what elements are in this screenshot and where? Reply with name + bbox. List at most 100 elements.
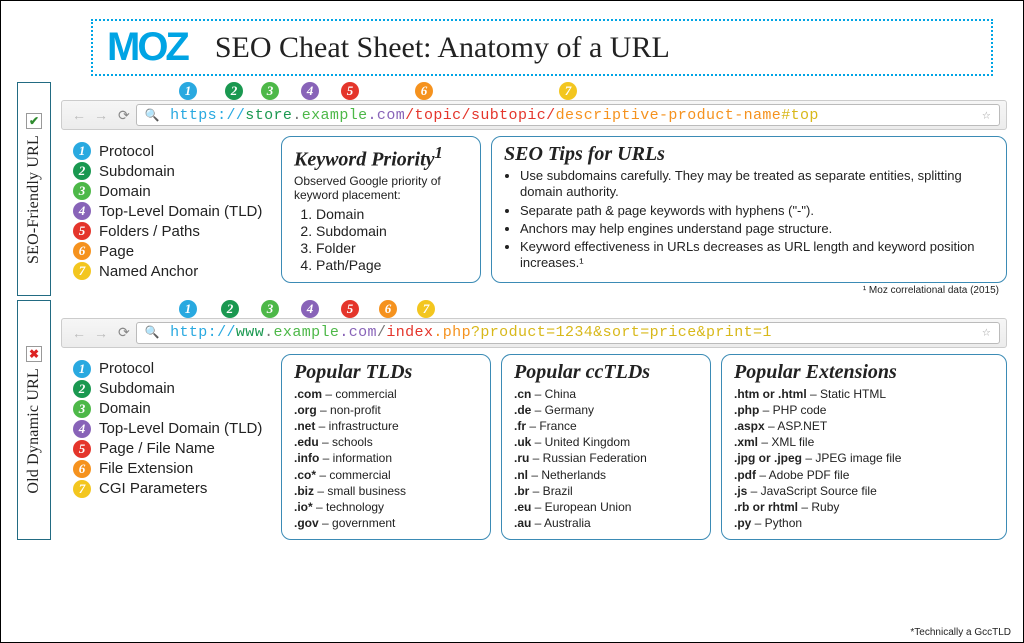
legend-item: 4 Top-Level Domain (TLD): [73, 202, 271, 220]
star-icon: ☆: [982, 324, 991, 341]
def-item: .uk – United Kingdom: [514, 434, 698, 450]
legend-item: 1 Protocol: [73, 360, 271, 378]
def-item: .py – Python: [734, 515, 994, 531]
def-item: .io* – technology: [294, 499, 478, 515]
legend-badge-3: 3: [73, 400, 91, 418]
legend-badge-6: 6: [73, 460, 91, 478]
legend-label: Protocol: [99, 360, 154, 377]
legend-badge-5: 5: [73, 440, 91, 458]
moz-logo: MOZ: [107, 25, 187, 70]
legend-item: 6 Page: [73, 242, 271, 260]
forward-icon: →: [94, 325, 108, 341]
list-item: Subdomain: [316, 223, 468, 239]
legend-badge-1: 1: [73, 360, 91, 378]
extensions-list: .htm or .html – Static HTML.php – PHP co…: [734, 386, 994, 532]
box-title: Keyword Priority1: [294, 143, 468, 172]
legend-label: Subdomain: [99, 163, 175, 180]
legend-label: Page: [99, 243, 134, 260]
legend-badge-7: 7: [73, 262, 91, 280]
def-item: .au – Australia: [514, 515, 698, 531]
list-item: Use subdomains carefully. They may be tr…: [520, 168, 994, 201]
legend-item: 2Subdomain: [73, 380, 271, 398]
legend-item: 7 CGI Parameters: [73, 480, 271, 498]
def-item: .fr – France: [514, 418, 698, 434]
footnote: ¹ Moz correlational data (2015): [61, 285, 999, 296]
legend-item: 4 Top-Level Domain (TLD): [73, 420, 271, 438]
list-item: Keyword effectiveness in URLs decreases …: [520, 239, 994, 272]
def-item: .gov – government: [294, 515, 478, 531]
legend-badge-6: 6: [73, 242, 91, 260]
markers-row-a: 12345678: [179, 82, 1007, 100]
list-item: Folder: [316, 240, 468, 256]
popular-cctlds-box: Popular ccTLDs .cn – China.de – Germany.…: [501, 354, 711, 541]
def-item: .htm or .html – Static HTML: [734, 386, 994, 402]
def-item: .rb or rhtml – Ruby: [734, 499, 994, 515]
search-icon: 🔍: [145, 108, 160, 123]
legend-item: 3 Domain: [73, 182, 271, 200]
legend-badge-2: 2: [73, 162, 91, 180]
x-icon: ✖: [26, 346, 42, 362]
legend-label: Named Anchor: [99, 263, 198, 280]
legend-badge-4: 4: [73, 420, 91, 438]
side-label-text: Old Dynamic URL: [25, 368, 43, 494]
keyword-priority-box: Keyword Priority1 Observed Google priori…: [281, 136, 481, 283]
legend-item: 5 Page / File Name: [73, 440, 271, 458]
cctlds-list: .cn – China.de – Germany.fr – France.uk …: [514, 386, 698, 532]
def-item: .biz – small business: [294, 483, 478, 499]
side-label-friendly: ✔ SEO-Friendly URL: [17, 82, 51, 296]
list-item: Anchors may help engines understand page…: [520, 221, 994, 237]
popular-tlds-box: Popular TLDs .com – commercial.org – non…: [281, 354, 491, 541]
url-text-a: https://store.example.com/topic/subtopic…: [170, 107, 819, 124]
legend-label: Page / File Name: [99, 440, 215, 457]
address-bar-a: ← → ⟳ 🔍 https://store.example.com/topic/…: [61, 100, 1007, 130]
header: MOZ SEO Cheat Sheet: Anatomy of a URL: [91, 19, 993, 76]
def-item: .aspx – ASP.NET: [734, 418, 994, 434]
legend-label: Top-Level Domain (TLD): [99, 203, 262, 220]
legend-label: Protocol: [99, 143, 154, 160]
legend-badge-4: 4: [73, 202, 91, 220]
tech-note: *Technically a GccTLD: [910, 627, 1011, 638]
box-title: Popular Extensions: [734, 361, 994, 384]
legend-label: Domain: [99, 183, 151, 200]
check-icon: ✔: [26, 113, 42, 129]
def-item: .eu – European Union: [514, 499, 698, 515]
list-item: Separate path & page keywords with hyphe…: [520, 203, 994, 219]
url-box-b: 🔍 http://www.example.com/index.php?produ…: [136, 322, 1000, 344]
tips-list: Use subdomains carefully. They may be tr…: [520, 168, 994, 272]
legend-item: 7 Named Anchor: [73, 262, 271, 280]
legend-label: Subdomain: [99, 380, 175, 397]
def-item: .pdf – Adobe PDF file: [734, 467, 994, 483]
back-icon: ←: [72, 107, 86, 123]
reload-icon: ⟳: [118, 107, 130, 124]
def-item: .de – Germany: [514, 402, 698, 418]
box-subtitle: Observed Google priority of keyword plac…: [294, 174, 468, 202]
page-title: SEO Cheat Sheet: Anatomy of a URL: [215, 31, 670, 65]
def-item: .nl – Netherlands: [514, 467, 698, 483]
side-label-text: SEO-Friendly URL: [25, 135, 43, 264]
legend-item: 3Domain: [73, 400, 271, 418]
def-item: .org – non-profit: [294, 402, 478, 418]
legend-label: CGI Parameters: [99, 480, 207, 497]
legend-item: 6 File Extension: [73, 460, 271, 478]
keyword-list: DomainSubdomainFolderPath/Page: [316, 206, 468, 273]
box-title: Popular ccTLDs: [514, 361, 698, 384]
def-item: .jpg or .jpeg – JPEG image file: [734, 450, 994, 466]
def-item: .php – PHP code: [734, 402, 994, 418]
legend-badge-3: 3: [73, 182, 91, 200]
seo-tips-box: SEO Tips for URLs Use subdomains careful…: [491, 136, 1007, 283]
reload-icon: ⟳: [118, 324, 130, 341]
back-icon: ←: [72, 325, 86, 341]
legend-label: File Extension: [99, 460, 193, 477]
star-icon: ☆: [982, 107, 991, 124]
legend-b: 1 Protocol 2Subdomain 3Domain 4 Top-Level Dom…: [61, 354, 271, 541]
legend-badge-7: 7: [73, 480, 91, 498]
url-box-a: 🔍 https://store.example.com/topic/subtop…: [136, 104, 1000, 126]
legend-badge-1: 1: [73, 142, 91, 160]
legend-item: 2 Subdomain: [73, 162, 271, 180]
list-item: Path/Page: [316, 257, 468, 273]
forward-icon: →: [94, 107, 108, 123]
legend-item: 5Folders / Paths: [73, 222, 271, 240]
legend-label: Top-Level Domain (TLD): [99, 420, 262, 437]
legend-label: Folders / Paths: [99, 223, 200, 240]
def-item: .br – Brazil: [514, 483, 698, 499]
